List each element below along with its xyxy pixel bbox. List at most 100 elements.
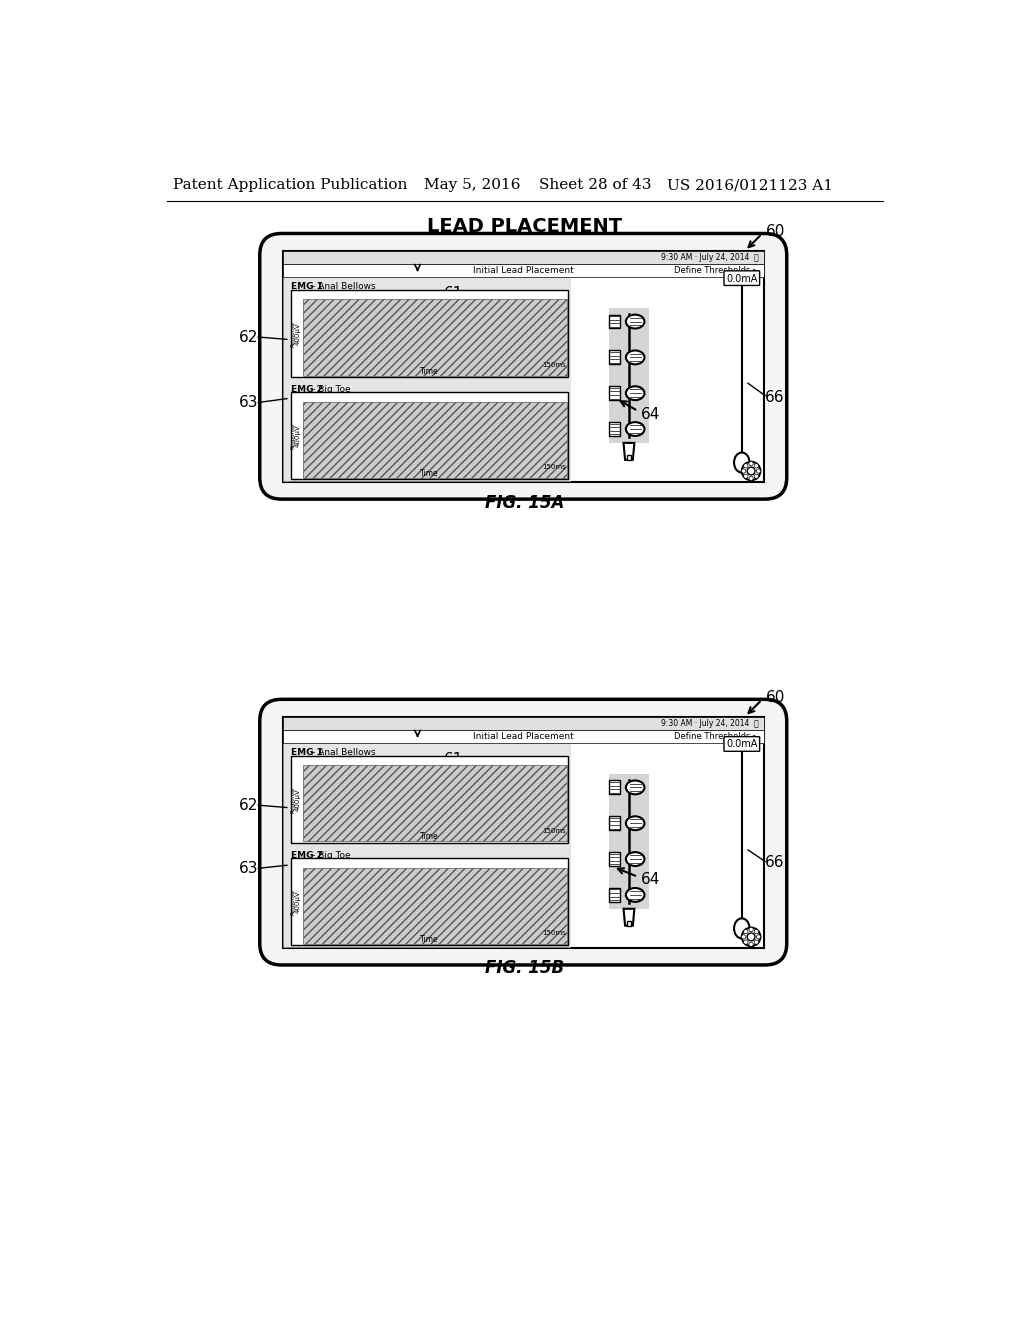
Text: 60: 60	[766, 224, 785, 239]
Text: 66: 66	[765, 855, 784, 870]
Text: 0.0mA: 0.0mA	[726, 739, 758, 750]
Text: Sheet 28 of 43: Sheet 28 of 43	[539, 178, 651, 193]
Text: EMG 1: EMG 1	[291, 748, 323, 758]
Bar	[291, 756, 568, 843]
Text: 64: 64	[641, 873, 660, 887]
Text: Time: Time	[420, 367, 439, 376]
Ellipse shape	[626, 780, 644, 795]
Text: 66: 66	[765, 389, 784, 405]
Text: EMG 2: EMG 2	[291, 851, 323, 859]
Text: Initial Lead Placement: Initial Lead Placement	[473, 731, 573, 741]
Text: 9:30 AM · July 24, 2014  ⎕: 9:30 AM · July 24, 2014 ⎕	[662, 718, 759, 727]
Text: Response: Response	[291, 787, 296, 813]
Circle shape	[757, 469, 761, 473]
Text: 400μV: 400μV	[295, 891, 301, 913]
Text: May 5, 2016: May 5, 2016	[424, 178, 520, 193]
Circle shape	[741, 928, 761, 946]
Circle shape	[749, 942, 754, 946]
Ellipse shape	[626, 853, 644, 866]
Bar	[303, 300, 566, 376]
Ellipse shape	[626, 888, 644, 902]
Text: 61: 61	[443, 751, 463, 767]
Bar	[283, 277, 571, 482]
Bar	[283, 717, 764, 948]
Text: 150ms: 150ms	[542, 465, 566, 470]
Bar	[609, 853, 620, 866]
Text: – Anal Bellows: – Anal Bellows	[308, 282, 376, 292]
Bar	[283, 730, 764, 743]
Text: Define Thresholds ►: Define Thresholds ►	[674, 731, 760, 741]
Circle shape	[743, 940, 748, 944]
Ellipse shape	[626, 350, 644, 364]
Polygon shape	[624, 444, 635, 459]
Bar	[291, 392, 568, 479]
Circle shape	[748, 933, 755, 941]
Text: EMG 2: EMG 2	[291, 385, 323, 393]
Ellipse shape	[734, 919, 750, 939]
Circle shape	[748, 467, 755, 475]
Text: 400μV: 400μV	[295, 425, 301, 447]
Text: Response: Response	[291, 321, 296, 347]
Bar	[609, 816, 620, 830]
Bar	[283, 717, 764, 730]
Text: US 2016/0121123 A1: US 2016/0121123 A1	[667, 178, 833, 193]
Circle shape	[749, 477, 754, 480]
Bar	[627, 921, 631, 925]
Circle shape	[755, 940, 759, 944]
Text: EMG 1: EMG 1	[291, 282, 323, 292]
Bar	[291, 858, 568, 945]
Circle shape	[741, 935, 745, 939]
Text: 62: 62	[239, 797, 258, 813]
Text: Patent Application Publication: Patent Application Publication	[173, 178, 408, 193]
Circle shape	[743, 474, 748, 478]
Text: 400μV: 400μV	[295, 788, 301, 810]
Bar	[283, 251, 764, 482]
Text: Response: Response	[291, 422, 296, 449]
Text: 60: 60	[766, 690, 785, 705]
Ellipse shape	[626, 422, 644, 436]
Text: 62: 62	[239, 330, 258, 345]
Bar	[283, 743, 571, 948]
FancyBboxPatch shape	[724, 737, 760, 751]
Text: FIG. 15B: FIG. 15B	[485, 960, 564, 977]
Text: 63: 63	[239, 395, 258, 411]
Bar	[303, 867, 566, 944]
Text: 63: 63	[239, 861, 258, 876]
Bar	[627, 455, 631, 459]
Bar	[609, 774, 649, 908]
Bar	[303, 401, 566, 478]
Text: Time: Time	[420, 935, 439, 944]
Circle shape	[757, 935, 761, 939]
Circle shape	[749, 462, 754, 466]
Bar	[283, 264, 764, 277]
Bar	[609, 308, 649, 444]
Text: 150ms: 150ms	[542, 362, 566, 368]
Bar	[609, 350, 620, 364]
Ellipse shape	[626, 314, 644, 329]
Ellipse shape	[626, 816, 644, 830]
Text: LEAD PLACEMENT: LEAD PLACEMENT	[427, 216, 623, 236]
Text: 61: 61	[443, 286, 463, 301]
Bar	[609, 314, 620, 329]
Bar	[609, 888, 620, 902]
Text: – Anal Bellows: – Anal Bellows	[308, 748, 376, 758]
Text: Time: Time	[420, 833, 439, 841]
Bar	[291, 290, 568, 378]
Text: 0.0mA: 0.0mA	[726, 273, 758, 284]
Circle shape	[755, 463, 759, 469]
Ellipse shape	[734, 453, 750, 473]
Text: Define Thresholds ►: Define Thresholds ►	[674, 265, 760, 275]
Circle shape	[749, 928, 754, 932]
Bar	[609, 387, 620, 400]
Text: 9:30 AM · July 24, 2014  ⎕: 9:30 AM · July 24, 2014 ⎕	[662, 253, 759, 261]
FancyBboxPatch shape	[260, 234, 786, 499]
Circle shape	[741, 469, 745, 473]
Bar	[303, 766, 566, 841]
Circle shape	[755, 474, 759, 478]
Circle shape	[755, 929, 759, 933]
Text: – Big Toe: – Big Toe	[308, 385, 350, 393]
Ellipse shape	[626, 387, 644, 400]
Text: 150ms: 150ms	[542, 931, 566, 936]
Circle shape	[743, 463, 748, 469]
Circle shape	[741, 462, 761, 480]
